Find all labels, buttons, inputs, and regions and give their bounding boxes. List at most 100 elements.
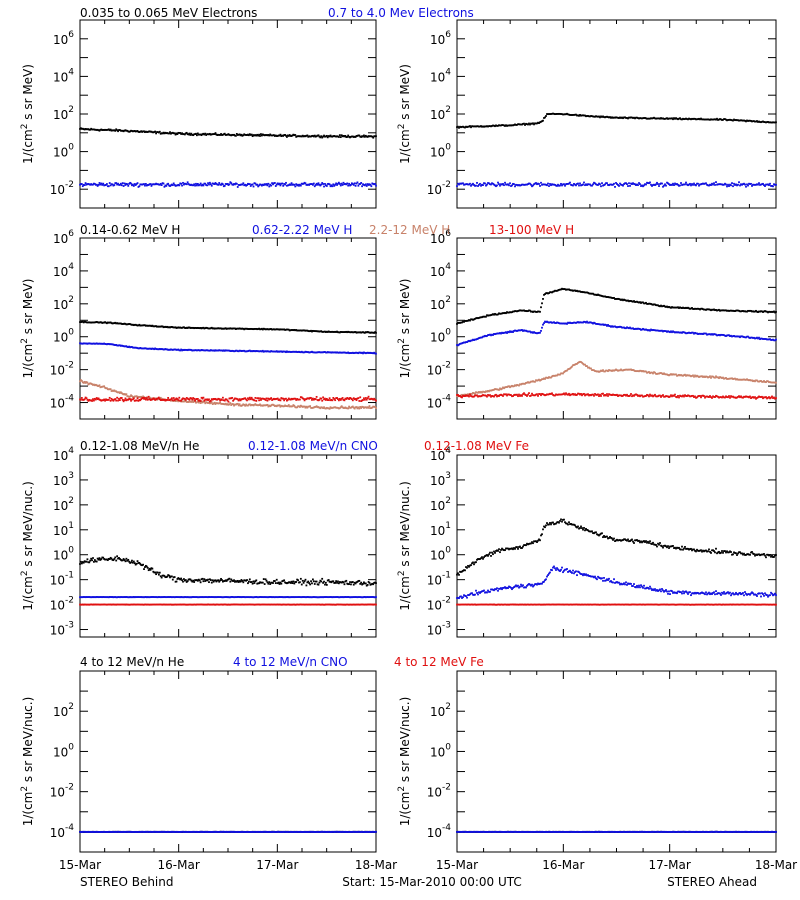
data-point (493, 313, 495, 316)
data-point (273, 182, 275, 185)
data-point (687, 332, 689, 334)
data-point (118, 603, 121, 606)
data-point (496, 184, 498, 187)
data-point (326, 399, 329, 401)
data-point (109, 556, 112, 559)
data-point (312, 134, 314, 137)
data-point (304, 596, 307, 599)
data-point (510, 311, 512, 314)
data-point (153, 398, 156, 400)
data-point (188, 183, 191, 186)
data-point (104, 399, 106, 402)
data-point (623, 393, 625, 396)
data-point (118, 322, 121, 325)
data-point (732, 119, 734, 122)
data-point (235, 132, 238, 135)
data-point (240, 183, 243, 186)
data-point (126, 603, 129, 606)
data-point (289, 596, 292, 599)
data-point (523, 382, 525, 385)
data-point (277, 404, 280, 407)
data-point (147, 398, 150, 400)
data-point (89, 559, 92, 562)
data-point (487, 314, 489, 317)
data-point (138, 395, 141, 398)
data-point (286, 399, 288, 402)
data-point (225, 183, 228, 186)
data-point (241, 580, 244, 582)
data-point (200, 134, 203, 137)
data-point (250, 603, 253, 606)
data-point (647, 182, 649, 184)
data-point (761, 395, 763, 398)
data-point (92, 596, 94, 598)
data-point (362, 582, 364, 585)
data-point (554, 374, 556, 377)
data-point (95, 342, 98, 345)
data-point (150, 567, 153, 570)
data-point (104, 128, 106, 131)
data-point (762, 338, 764, 340)
data-point (98, 129, 101, 132)
data-point (564, 184, 566, 187)
data-point (94, 603, 97, 606)
data-point (513, 330, 515, 332)
data-point (583, 291, 585, 294)
data-point (89, 128, 92, 131)
data-point (217, 402, 220, 405)
data-point (753, 336, 755, 339)
data-point (274, 328, 277, 331)
data-point (309, 330, 312, 333)
data-point (213, 133, 216, 136)
data-point (719, 334, 721, 337)
data-point (480, 395, 482, 398)
data-point (330, 596, 333, 598)
data-point (170, 398, 172, 401)
data-point (119, 596, 122, 598)
data-point (287, 135, 290, 137)
data-point (101, 342, 104, 345)
data-point (351, 331, 354, 334)
data-point (355, 182, 358, 185)
data-point (183, 603, 185, 606)
data-point (324, 596, 326, 599)
data-point (290, 596, 293, 598)
data-point (759, 396, 761, 398)
data-point (658, 185, 660, 187)
data-point (139, 130, 142, 133)
data-point (80, 342, 83, 345)
data-point (161, 596, 164, 599)
data-point (363, 582, 366, 585)
data-point (549, 376, 551, 379)
data-point (329, 185, 332, 188)
data-point (235, 596, 238, 599)
data-point (492, 182, 494, 185)
data-point (569, 321, 571, 324)
data-point (271, 328, 273, 331)
data-point (754, 310, 756, 313)
data-point (500, 393, 502, 396)
data-point (114, 182, 117, 185)
data-point (587, 366, 589, 369)
data-point (730, 377, 732, 380)
data-point (356, 134, 359, 137)
data-point (127, 398, 130, 401)
data-point (565, 288, 567, 291)
data-point (703, 375, 705, 378)
data-point (230, 404, 233, 406)
data-point (707, 184, 709, 187)
data-point (753, 379, 755, 382)
data-point (490, 314, 492, 316)
data-point (117, 344, 119, 347)
data-point (634, 370, 636, 372)
data-point (710, 333, 712, 336)
data-point (675, 183, 677, 186)
data-point (205, 603, 208, 606)
data-point (632, 394, 634, 397)
data-point (245, 327, 247, 330)
data-point (171, 184, 174, 187)
data-point (530, 394, 532, 397)
data-point (614, 394, 616, 396)
data-point (85, 397, 88, 400)
data-point (181, 132, 183, 135)
